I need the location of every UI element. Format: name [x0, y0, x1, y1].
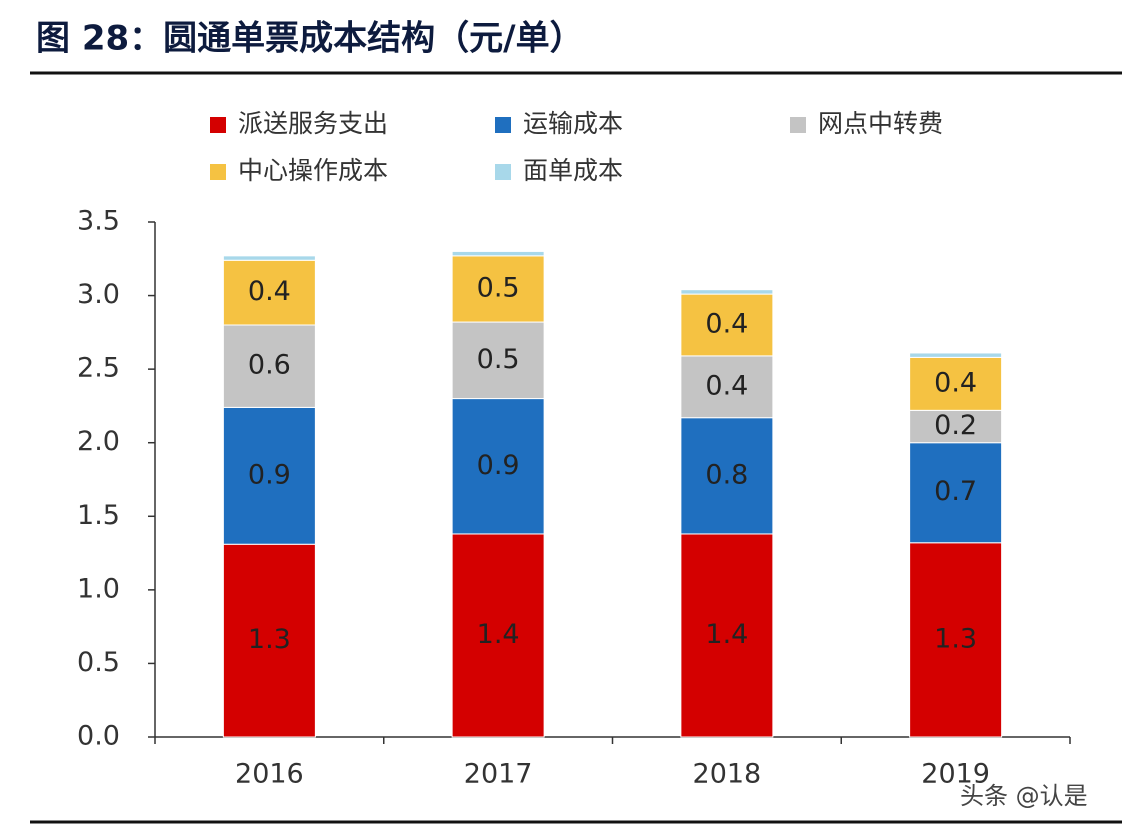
- value-label: 0.9: [477, 450, 520, 481]
- bar-segment: [222, 255, 316, 261]
- bar-segment: [680, 289, 774, 295]
- value-label: 0.5: [477, 272, 520, 303]
- y-tick-label: 3.5: [77, 206, 120, 237]
- y-tick-label: 3.0: [77, 279, 120, 310]
- value-label: 1.3: [248, 624, 291, 655]
- value-label: 1.3: [934, 623, 977, 654]
- y-tick-label: 1.0: [77, 573, 120, 604]
- x-tick-label: 2018: [693, 759, 762, 790]
- legend-label: 网点中转费: [818, 109, 943, 138]
- value-label: 0.9: [248, 459, 291, 490]
- bar-segment: [451, 398, 545, 535]
- y-tick-label: 2.0: [77, 426, 120, 457]
- chart-title: 图 28：圆通单票成本结构（元/单）: [36, 19, 584, 59]
- legend-swatch: [495, 117, 511, 133]
- x-tick-label: 2019: [921, 759, 990, 790]
- bar-segment: [451, 321, 545, 400]
- value-label: 0.6: [248, 350, 291, 381]
- legend-label: 中心操作成本: [238, 156, 388, 185]
- bar-segment: [909, 356, 1003, 411]
- legend-label: 面单成本: [523, 156, 623, 185]
- value-label: 0.4: [934, 367, 977, 398]
- legend-swatch: [495, 164, 511, 180]
- bar-segment: [680, 533, 774, 738]
- watermark: 头条 @认是: [960, 782, 1088, 810]
- bar-segment: [680, 417, 774, 535]
- y-tick-label: 0.5: [77, 647, 120, 678]
- y-tick-label: 1.5: [77, 500, 120, 531]
- bar-segment: [222, 543, 316, 738]
- bar-segment: [909, 352, 1003, 358]
- value-label: 0.4: [705, 309, 748, 340]
- bar-segment: [680, 355, 774, 419]
- value-label: 0.4: [248, 276, 291, 307]
- bar-segment: [680, 293, 774, 357]
- x-tick-label: 2016: [235, 759, 304, 790]
- value-label: 1.4: [477, 619, 520, 650]
- y-tick-label: 2.5: [77, 353, 120, 384]
- legend-swatch: [790, 117, 806, 133]
- legend-swatch: [210, 164, 226, 180]
- bar-segment: [451, 255, 545, 323]
- bar-segment: [909, 409, 1003, 444]
- value-label: 0.8: [705, 459, 748, 490]
- bar-segment: [451, 250, 545, 257]
- value-label: 1.4: [705, 619, 748, 650]
- bar-segment: [451, 533, 545, 738]
- value-label: 0.7: [934, 476, 977, 507]
- legend-label: 运输成本: [523, 109, 623, 138]
- x-tick-label: 2017: [464, 759, 533, 790]
- value-label: 0.4: [705, 370, 748, 401]
- legend-swatch: [210, 117, 226, 133]
- bar-segment: [222, 324, 316, 408]
- y-tick-label: 0.0: [77, 721, 120, 752]
- bar-segment: [909, 542, 1003, 738]
- value-label: 0.5: [477, 344, 520, 375]
- bar-segment: [222, 259, 316, 326]
- bar-segment: [909, 442, 1003, 544]
- bar-segment: [222, 406, 316, 545]
- legend-label: 派送服务支出: [238, 109, 388, 138]
- value-label: 0.2: [934, 410, 977, 441]
